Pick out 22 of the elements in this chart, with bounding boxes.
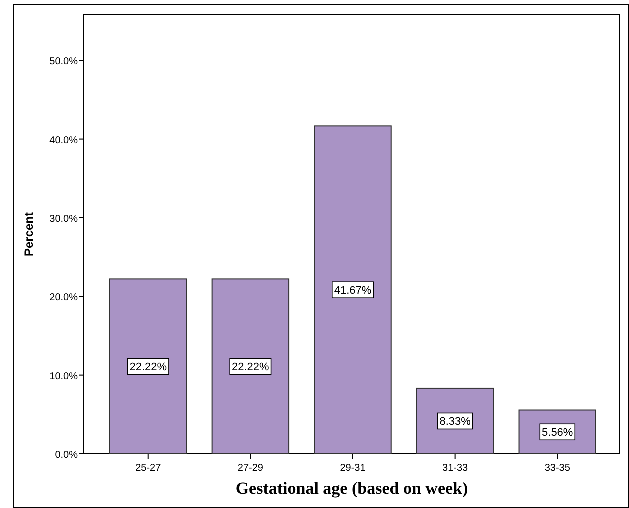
y-axis-title: Percent (22, 212, 36, 257)
data-label: 22.22% (130, 362, 168, 374)
y-tick-label: 40.0% (50, 135, 78, 146)
x-tick-label: 31-33 (442, 463, 469, 474)
y-tick-label: 0.0% (55, 450, 78, 461)
y-tick-label: 10.0% (50, 371, 78, 382)
bar (314, 126, 392, 454)
y-tick-label: 50.0% (50, 56, 78, 68)
x-axis-title: Gestational age (based on week) (236, 479, 468, 498)
bar (212, 278, 290, 454)
x-tick-label: 29-31 (340, 463, 366, 474)
data-label: 5.56% (542, 427, 574, 440)
x-tick-label: 25-27 (136, 463, 162, 474)
data-label: 41.67% (334, 285, 372, 298)
x-tick-label: 33-35 (544, 463, 571, 474)
bar (416, 388, 494, 454)
y-tick-label: 30.0% (50, 214, 78, 225)
y-tick-label: 20.0% (50, 292, 78, 304)
bar (110, 278, 188, 454)
data-label: 8.33% (440, 416, 472, 428)
data-label: 22.22% (232, 362, 270, 374)
x-tick-label: 27-29 (238, 463, 264, 474)
